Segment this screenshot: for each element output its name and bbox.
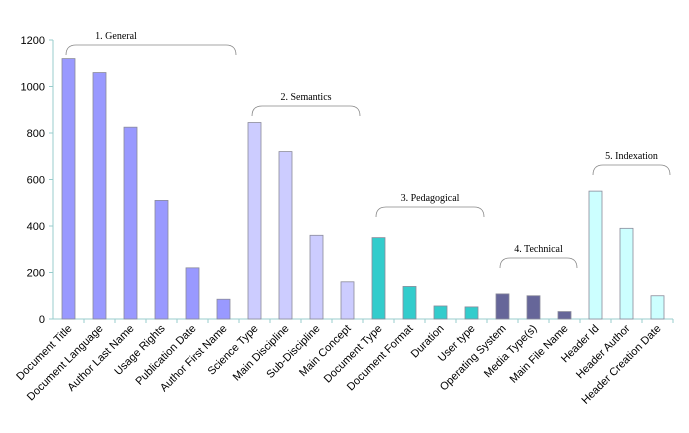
bar-author-first-name — [216, 298, 231, 320]
bar-author-last-name — [123, 126, 138, 320]
bar-document-format — [402, 286, 417, 320]
group-label: 4. Technical — [514, 244, 563, 255]
bar-document-language — [92, 72, 107, 320]
bar-main-file-name — [557, 311, 572, 320]
y-tick-label: 0 — [39, 314, 45, 326]
y-tick-label: 400 — [27, 221, 45, 233]
bar-duration — [433, 305, 448, 320]
group-bracket — [65, 44, 237, 56]
bar-publication-date — [185, 267, 200, 320]
bar-science-type — [247, 122, 262, 320]
group-label: 5. Indexation — [605, 151, 658, 162]
group-bracket — [251, 105, 361, 117]
bar-main-concept — [340, 281, 355, 320]
bar-document-type — [371, 237, 386, 320]
bar-main-discipline — [278, 151, 293, 320]
bar-header-id — [588, 190, 603, 320]
y-tick-label: 1000 — [21, 82, 45, 94]
group-bracket — [499, 257, 578, 269]
group-label: 3. Pedagogical — [401, 193, 460, 204]
bar-media-type-s- — [526, 295, 541, 320]
y-tick-label: 600 — [27, 175, 45, 187]
group-bracket — [375, 206, 485, 218]
group-bracket — [592, 164, 671, 176]
bar-header-creation-date — [650, 295, 665, 320]
group-label: 2. Semantics — [280, 92, 331, 103]
bar-operating-system — [495, 293, 510, 320]
y-tick-label: 200 — [27, 268, 45, 280]
bar-document-title — [61, 58, 76, 320]
bar-user-type — [464, 306, 479, 320]
y-tick-label: 1200 — [21, 35, 45, 47]
y-tick-label: 800 — [27, 128, 45, 140]
bar-usage-rights — [154, 200, 169, 320]
bar-sub-discipline — [309, 234, 324, 320]
x-tick-label: Header Author — [574, 322, 633, 381]
bar-header-author — [619, 227, 634, 320]
group-label: 1. General — [95, 31, 137, 42]
